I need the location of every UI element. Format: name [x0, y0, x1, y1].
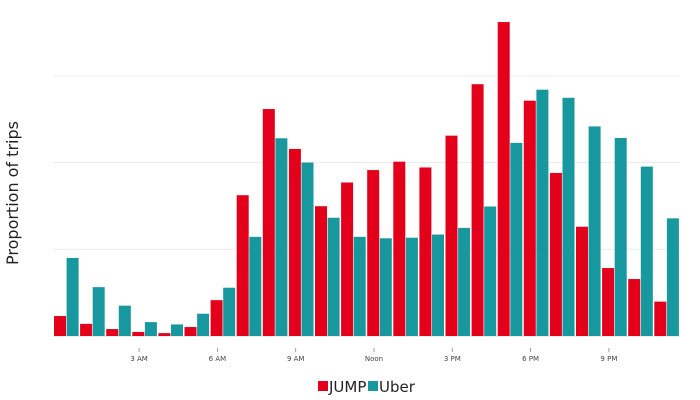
bar-jump-hour-9 [288, 148, 301, 336]
bar-jump-hour-20 [576, 226, 588, 336]
bar-uber-hour-15 [458, 227, 471, 336]
gridlines [53, 75, 680, 337]
bar-jump-hour-18 [523, 100, 536, 337]
legend-swatch-uber [368, 381, 378, 391]
bar-jump-hour-6 [210, 300, 223, 336]
bar-jump-hour-15 [445, 135, 458, 336]
bar-uber-hour-22 [640, 166, 653, 336]
bar-uber-hour-6 [223, 287, 236, 336]
bar-uber-hour-13 [405, 237, 418, 336]
bar-jump-hour-14 [419, 167, 432, 336]
y-axis-label: Proportion of trips [3, 121, 22, 265]
x-tick-label: 6 PM [522, 355, 539, 363]
legend-label-jump: JUMP [328, 378, 366, 396]
legend: JUMP Uber [318, 378, 416, 396]
x-tick-label: 3 AM [130, 355, 148, 363]
bar-jump-hour-3 [132, 331, 145, 336]
bar-uber-hour-14 [432, 234, 444, 336]
bar-jump-hour-1 [80, 323, 93, 336]
x-tick-label: 3 PM [444, 355, 461, 363]
bars [54, 22, 679, 337]
bar-jump-hour-5 [184, 327, 197, 336]
bar-uber-hour-9 [301, 162, 314, 336]
bar-jump-hour-8 [262, 109, 275, 336]
bar-jump-hour-11 [341, 182, 354, 336]
bar-uber-hour-17 [510, 142, 523, 336]
x-tick-label: 9 AM [287, 355, 305, 363]
bar-jump-hour-7 [236, 195, 249, 336]
bar-jump-hour-4 [158, 333, 171, 336]
bar-jump-hour-12 [367, 170, 380, 336]
legend-label-uber: Uber [379, 378, 416, 396]
bar-uber-hour-7 [249, 236, 262, 336]
bar-uber-hour-1 [92, 287, 105, 336]
x-tick-label: 9 PM [600, 355, 617, 363]
bar-jump-hour-22 [628, 279, 641, 336]
bar-jump-hour-21 [602, 268, 615, 336]
bar-jump-hour-0 [54, 316, 66, 336]
bar-uber-hour-0 [66, 257, 79, 336]
bar-jump-hour-10 [315, 206, 327, 336]
legend-swatch-jump [318, 381, 328, 391]
bar-jump-hour-23 [654, 301, 667, 336]
bar-uber-hour-20 [588, 126, 601, 336]
bar-uber-hour-3 [144, 322, 157, 336]
x-axis: 3 AM 6 AM 9 AM Noon 3 PM 6 PM 9 PM [130, 348, 617, 363]
bar-uber-hour-18 [536, 89, 549, 336]
bar-uber-hour-10 [327, 217, 340, 336]
x-tick-label: Noon [365, 355, 383, 363]
bar-jump-hour-13 [393, 161, 406, 336]
bar-uber-hour-8 [275, 138, 288, 336]
bar-jump-hour-2 [106, 329, 119, 336]
bar-jump-hour-19 [549, 172, 562, 336]
bar-jump-hour-16 [471, 84, 484, 336]
bar-uber-hour-12 [379, 238, 392, 336]
bar-uber-hour-4 [171, 324, 183, 336]
bar-uber-hour-21 [614, 137, 627, 336]
bar-jump-hour-17 [497, 22, 510, 337]
bar-uber-hour-19 [562, 97, 575, 336]
bar-uber-hour-5 [197, 313, 210, 336]
bar-uber-hour-16 [484, 206, 497, 336]
bar-uber-hour-11 [353, 236, 366, 336]
bar-uber-hour-23 [666, 218, 679, 336]
bar-uber-hour-2 [118, 305, 131, 336]
x-tick-label: 6 AM [209, 355, 227, 363]
